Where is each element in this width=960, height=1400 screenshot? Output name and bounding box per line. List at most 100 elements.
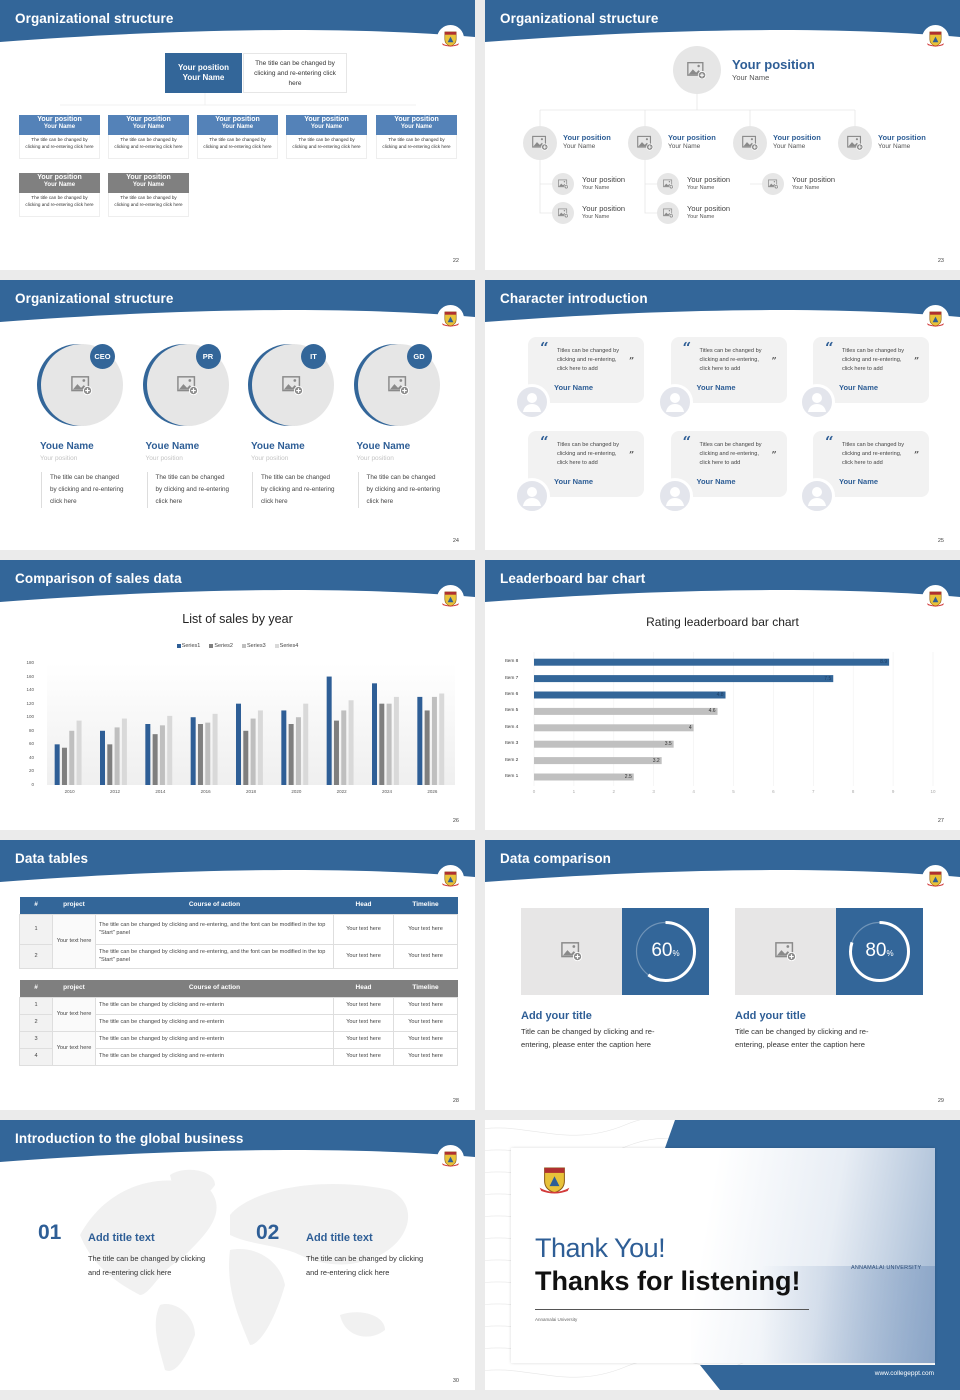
org-node-description: The title can be changed by clicking and… [108, 193, 189, 217]
role-badge: CEO [90, 344, 115, 369]
category-label: Item 3 [505, 741, 519, 747]
bar-series3-2020 [295, 717, 301, 785]
legend-swatch [274, 644, 279, 648]
org-node: Your position Your Name The title can be c… [108, 115, 189, 159]
image-placeholder [735, 908, 836, 995]
org-node-header: Your position Your Name [19, 115, 100, 135]
person-description: by clicking and re-entering [50, 486, 124, 493]
image-placeholder-icon [741, 135, 759, 151]
person-name: Your Name [696, 477, 736, 486]
name-label: Your Name [132, 182, 165, 189]
percentage-panel: 60% [622, 908, 709, 995]
page-number: 26 [452, 818, 459, 824]
staff-photo [552, 173, 574, 195]
head-position: Your position [732, 57, 815, 72]
item-description: Title can be changed by clicking and re- [735, 1027, 869, 1036]
manager-position: Your position [563, 133, 611, 142]
x-tick-label: 2 [612, 789, 616, 794]
x-tick-label: 2026 [427, 789, 438, 794]
course-of-action: The title can be changed by clicking and… [95, 914, 334, 945]
staff-position: Your position [582, 175, 626, 184]
project-cell: Your text here [52, 997, 96, 1032]
slide-22: Organizational structure 22 Your position Y… [0, 0, 475, 270]
person-name: Youe Name [251, 441, 305, 452]
slide-23: Organizational structure 23 Your position Y… [485, 0, 960, 270]
column-header: project [63, 984, 85, 992]
course-of-action: The title can be changed by clicking and… [95, 944, 334, 969]
manager-name: Your Name [668, 143, 701, 150]
connector-lines [60, 93, 416, 106]
person-name: Your Name [839, 477, 879, 486]
data-table-1: # project Course of action Head Timeline 1 You… [19, 897, 458, 969]
table-row: 2 The title can be changed by clicking an… [19, 944, 458, 969]
header-band-shape [0, 280, 475, 322]
row-number: 2 [19, 944, 53, 969]
bar-series4-2010 [76, 720, 82, 785]
head-cell: Your text here [333, 1014, 394, 1032]
divider [252, 472, 253, 508]
timeline-cell: Your text here [393, 944, 458, 969]
continent-shape [80, 1180, 217, 1295]
bar-item-6 [534, 691, 726, 699]
continent-shape [229, 1249, 285, 1345]
avatar [514, 478, 550, 514]
org-node: Your position Your Name The title can be c… [108, 173, 189, 217]
value-label: 4.8 [716, 692, 724, 698]
bar-series3-2014 [159, 725, 165, 785]
category-label: Item 7 [505, 675, 519, 681]
org-node-description: The title can be changed by clicking and… [19, 193, 100, 217]
position-label: Your position [37, 116, 82, 123]
org-node: Your position Your Name The title can be c… [286, 115, 367, 159]
bar-series1-2012 [100, 730, 105, 785]
table-row: 2 The title can be changed by clicking an… [19, 1014, 458, 1032]
page-number: 24 [452, 538, 459, 544]
slide-27: Leaderboard bar chart 27 Rating leaderboar… [485, 560, 960, 830]
y-tick-label: 40 [28, 754, 34, 760]
image-placeholder-icon [846, 135, 864, 151]
open-quote-icon: “ [825, 433, 834, 451]
person-description: The title can be changed [261, 474, 330, 481]
person-description: The title can be changed [155, 474, 225, 481]
column-header: # [34, 984, 38, 992]
y-tick-label: 60 [28, 741, 34, 747]
staff-photo [657, 202, 679, 224]
user-icon [665, 487, 684, 506]
bar-series1-2010 [54, 744, 60, 785]
row-number: 4 [19, 1048, 53, 1066]
value-label: 8.9 [880, 659, 888, 666]
x-tick-label: 2020 [291, 789, 302, 794]
bar-series1-2024 [372, 683, 377, 785]
y-tick-label: 100 [26, 714, 34, 720]
person-position: Your position [40, 455, 78, 462]
image-placeholder-icon [662, 179, 674, 190]
column-header: project [63, 901, 85, 909]
category-label: Item 2 [505, 757, 519, 763]
person-description: click here [366, 498, 394, 505]
leaderboard-chart [533, 652, 934, 786]
website-url: www.collegeppt.com [874, 1370, 934, 1377]
person-description: The title can be changed [366, 474, 436, 481]
bar-item-3 [534, 740, 674, 748]
slide-25: Character introduction 25 “ Titles can be c… [485, 280, 960, 550]
header-row: # project Course of action Head Timeline [19, 897, 458, 915]
slide-title: Data comparison [500, 851, 612, 866]
org-node: Your position Your Name The title can be c… [19, 115, 100, 159]
legend-swatch [242, 644, 246, 648]
x-tick-label: 0 [532, 789, 536, 794]
bar-series3-2012 [114, 727, 120, 785]
legend-label: Series3 [247, 643, 266, 649]
person-description: The title can be changed [50, 474, 119, 481]
org-node-header: Your position Your Name [376, 115, 457, 135]
bar-series4-2018 [257, 710, 263, 785]
head-photo [673, 46, 721, 94]
x-tick-label: 8 [851, 789, 855, 794]
close-quote-icon: ” [771, 357, 777, 367]
quote-text: Titles can be changed by clicking and re… [842, 442, 904, 466]
page-number: 29 [937, 1098, 944, 1104]
quote-text: Titles can be changed by clicking and re… [699, 348, 762, 372]
university-logo [437, 585, 464, 612]
page-number: 28 [452, 1098, 459, 1104]
head-name: Your Name [732, 73, 770, 82]
x-tick-label: 2022 [336, 789, 347, 794]
org-node: Your position Your Name The title can be c… [19, 173, 100, 217]
